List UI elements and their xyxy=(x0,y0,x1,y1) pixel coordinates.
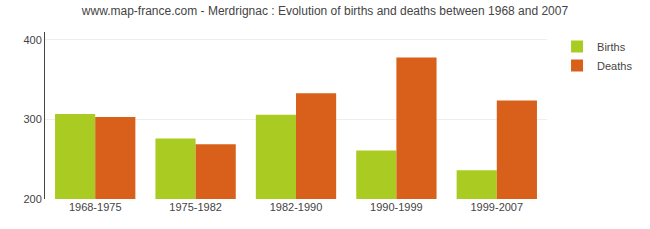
svg-text:Deaths: Deaths xyxy=(597,60,632,72)
svg-text:1968-1975: 1968-1975 xyxy=(69,201,122,213)
svg-text:400: 400 xyxy=(23,34,41,46)
svg-text:1990-1999: 1990-1999 xyxy=(370,201,423,213)
svg-text:1999-2007: 1999-2007 xyxy=(470,201,523,213)
svg-text:300: 300 xyxy=(23,113,41,125)
svg-text:www.map-france.com - Merdrigna: www.map-france.com - Merdrignac : Evolut… xyxy=(81,4,569,18)
svg-text:Births: Births xyxy=(597,41,626,53)
svg-text:1982-1990: 1982-1990 xyxy=(270,201,323,213)
svg-text:200: 200 xyxy=(23,193,41,205)
svg-text:1975-1982: 1975-1982 xyxy=(169,201,222,213)
